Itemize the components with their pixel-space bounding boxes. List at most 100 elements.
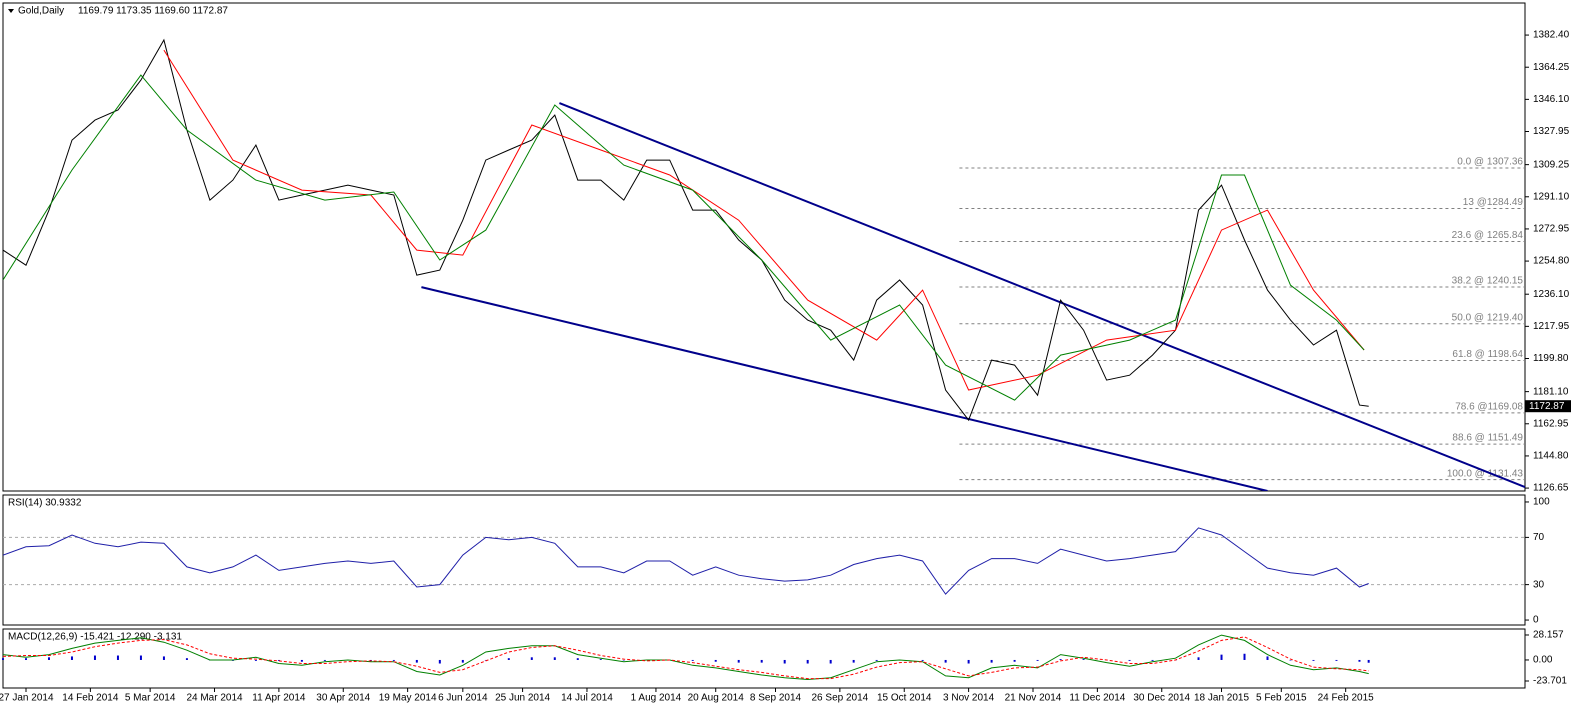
x-tick-label: 6 Jun 2014 xyxy=(438,693,488,704)
fib-label: 61.8 @ 1198.64 xyxy=(1452,349,1523,360)
rsi-panel xyxy=(2,494,1526,626)
macd-bar xyxy=(944,659,947,663)
macd-bar xyxy=(1220,654,1223,660)
y-tick-label: 1217.95 xyxy=(1533,321,1570,332)
macd-bar xyxy=(1013,659,1016,662)
x-tick-label: 5 Feb 2015 xyxy=(1256,693,1307,704)
macd-bar xyxy=(185,658,188,660)
macd-bar xyxy=(139,655,142,660)
chart-title: Gold,Daily xyxy=(18,6,64,17)
x-tick-label: 1 Aug 2014 xyxy=(631,693,682,704)
y-tick-label: 0 xyxy=(1533,615,1539,626)
macd-bar xyxy=(24,658,27,660)
macd-bar xyxy=(415,659,418,663)
x-tick-label: 24 Feb 2015 xyxy=(1318,693,1375,704)
macd-bar xyxy=(576,658,579,660)
macd-bar xyxy=(967,659,970,664)
rsi-line xyxy=(3,527,1369,595)
y-tick-label: 1291.10 xyxy=(1533,191,1570,202)
macd-bar xyxy=(1335,659,1338,661)
fib-label: 23.6 @ 1265.84 xyxy=(1452,230,1524,241)
macd-bar xyxy=(806,659,809,664)
macd-bar xyxy=(760,659,763,663)
macd-bar xyxy=(553,657,556,660)
macd-bar xyxy=(783,659,786,664)
macd-bar xyxy=(392,659,395,661)
x-tick-label: 27 Jan 2014 xyxy=(0,693,54,704)
x-tick-label: 11 Dec 2014 xyxy=(1069,693,1125,704)
x-tick-label: 19 May 2014 xyxy=(379,693,437,704)
macd-bar xyxy=(691,659,694,661)
x-tick-label: 26 Sep 2014 xyxy=(812,693,869,704)
macd-bar xyxy=(1059,659,1062,660)
x-tick-label: 11 Apr 2014 xyxy=(252,693,306,704)
macd-bar xyxy=(1358,659,1361,662)
x-tick-label: 25 Jun 2014 xyxy=(495,693,550,704)
y-tick-label: 1254.80 xyxy=(1533,256,1570,267)
x-tick-label: 20 Aug 2014 xyxy=(688,693,745,704)
x-tick-label: 18 Jan 2015 xyxy=(1194,693,1249,704)
macd-bar xyxy=(323,659,326,661)
fib-label: 0.0 @ 1307.36 xyxy=(1457,157,1523,168)
y-tick-label: -23.701 xyxy=(1533,676,1567,687)
macd-panel xyxy=(2,628,1526,689)
x-tick-label: 14 Jul 2014 xyxy=(561,693,613,704)
ohlc-values: 1169.79 1173.35 1169.60 1172.87 xyxy=(78,6,228,17)
macd-bar xyxy=(116,655,119,660)
y-tick-label: 1199.80 xyxy=(1533,353,1569,364)
x-tick-label: 15 Oct 2014 xyxy=(877,693,932,704)
fib-label: 88.6 @ 1151.49 xyxy=(1452,433,1523,444)
macd-bar xyxy=(47,657,50,660)
macd-bar xyxy=(2,658,4,660)
last-price-label: 1172.87 xyxy=(1529,401,1565,412)
last-price-tag xyxy=(1525,400,1571,413)
macd-bar xyxy=(300,659,303,662)
macd-bar xyxy=(162,656,165,660)
macd-bar xyxy=(1151,659,1154,661)
y-tick-label: 1126.65 xyxy=(1533,483,1569,494)
macd-bar xyxy=(1036,659,1039,661)
trendline xyxy=(559,102,1525,489)
y-tick-label: 1236.10 xyxy=(1533,289,1570,300)
macd-bar xyxy=(484,659,487,661)
macd-bar xyxy=(530,657,533,660)
y-tick-label: 0.00 xyxy=(1533,655,1553,666)
x-tick-label: 21 Nov 2014 xyxy=(1005,693,1062,704)
price-line xyxy=(3,38,1369,422)
macd-bar xyxy=(1266,656,1269,660)
macd-bar xyxy=(737,659,740,663)
macd-bar xyxy=(93,655,96,660)
trendline xyxy=(421,286,1268,491)
price-panel xyxy=(2,2,1526,492)
macd-bar xyxy=(1197,657,1200,660)
macd-bar xyxy=(254,659,257,661)
fib-label: 100.0 @ 1131.43 xyxy=(1447,468,1524,479)
macd-bar xyxy=(622,659,625,661)
macd-title: MACD(12,26,9) -15.421 -12.290 -3.131 xyxy=(8,632,182,643)
moving-average xyxy=(163,49,1365,391)
y-tick-label: 1144.80 xyxy=(1533,451,1569,462)
macd-bar xyxy=(277,659,280,661)
macd-bar xyxy=(438,659,441,664)
fib-label: 13 @1284.49 xyxy=(1463,197,1524,208)
fib-label: 78.6 @1169.08 xyxy=(1455,402,1523,413)
macd-bar xyxy=(599,659,602,660)
y-tick-label: 30 xyxy=(1533,579,1545,590)
fib-label: 38.2 @ 1240.15 xyxy=(1452,276,1524,287)
macd-bar xyxy=(921,659,924,661)
x-tick-label: 30 Apr 2014 xyxy=(316,693,370,704)
y-tick-label: 1346.10 xyxy=(1533,94,1570,105)
x-tick-label: 24 Mar 2014 xyxy=(186,693,243,704)
y-tick-label: 1309.25 xyxy=(1533,159,1570,170)
macd-bar xyxy=(1289,659,1292,661)
y-tick-label: 1364.25 xyxy=(1533,62,1570,73)
macd-bar xyxy=(875,659,878,661)
moving-average xyxy=(3,74,1365,401)
x-tick-label: 14 Feb 2014 xyxy=(62,693,119,704)
macd-bar xyxy=(1312,659,1315,661)
macd-bar xyxy=(1243,653,1246,660)
y-tick-label: 28.157 xyxy=(1533,630,1564,641)
macd-bar xyxy=(1367,659,1370,663)
macd-bar xyxy=(461,659,464,663)
